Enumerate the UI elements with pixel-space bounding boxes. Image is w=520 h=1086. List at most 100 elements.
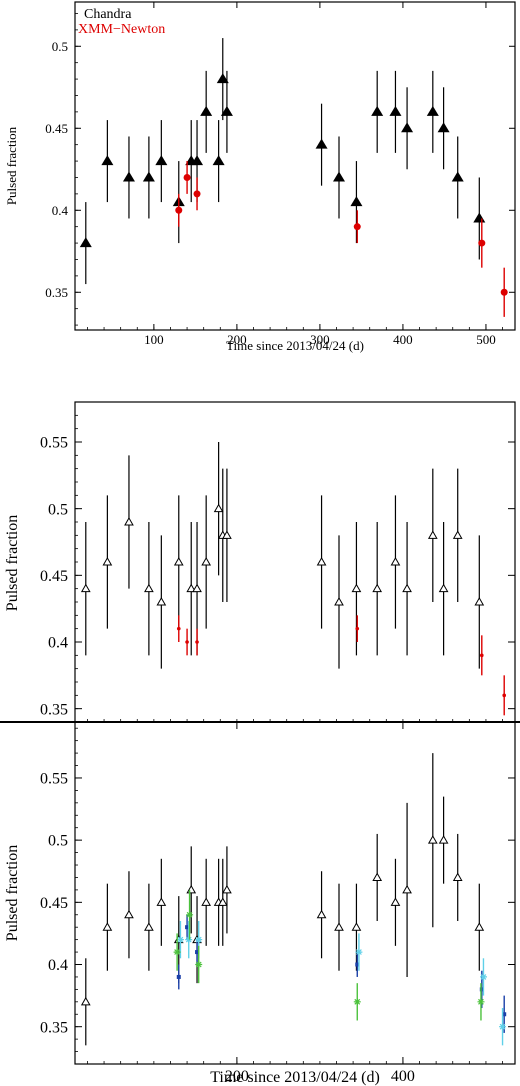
x-tick-label: 300 (310, 332, 330, 347)
data-point-s1 (502, 675, 507, 716)
triangle-marker (156, 596, 167, 606)
triangle-marker (371, 105, 384, 116)
star-marker (353, 998, 361, 1006)
data-point-s0 (124, 455, 134, 589)
data-point-s1 (353, 210, 361, 244)
triangle-marker (426, 105, 439, 116)
triangle-marker (122, 171, 135, 182)
y-tick-label: 0.55 (40, 435, 68, 452)
y-tick-label: 0.5 (48, 501, 68, 518)
data-point-s3 (353, 983, 361, 1021)
data-point-s0 (212, 120, 225, 203)
data-point-s1 (185, 628, 189, 656)
triangle-marker (222, 530, 232, 539)
panel-top: 0.35 0.4 0.45 0.5 100 200 300 400 500 Chandra XM… (4, 1, 516, 353)
triangle-marker (212, 155, 225, 166)
data-point-s0 (102, 495, 113, 629)
data-point-s0 (372, 833, 383, 921)
data-point-s0 (156, 858, 167, 946)
data-point-s0 (334, 535, 344, 669)
data-point-s1 (355, 952, 360, 977)
data-point-s2 (499, 1008, 506, 1046)
triangle-marker (350, 196, 363, 207)
circle-marker (185, 640, 189, 644)
panel-middle: 0.35 0.4 0.45 0.5 0.55 Pulsed fraction (4, 401, 516, 723)
triangle-marker (474, 922, 485, 931)
x-tick-label: 100 (144, 332, 164, 347)
triangle-marker (79, 237, 92, 248)
data-point-s0 (79, 202, 92, 285)
data-point-s0 (473, 177, 486, 260)
triangle-marker (402, 884, 412, 894)
triangle-marker (390, 897, 401, 906)
data-point-s0 (200, 70, 213, 153)
panel-bottom-ticks: 0.35 0.4 0.45 0.5 0.55 200 400 (40, 722, 515, 1085)
star-marker (195, 961, 203, 968)
data-point-s0 (80, 958, 91, 1046)
circle-marker (176, 626, 181, 631)
triangle-marker (437, 122, 450, 133)
panel-bottom: 0.35 0.4 0.45 0.5 0.55 200 400 Time since 2013… (4, 721, 516, 1086)
data-point-s3 (477, 983, 485, 1021)
data-point-s0 (222, 468, 232, 602)
data-point-s1 (183, 161, 191, 194)
y-tick-label: 0.5 (52, 39, 68, 54)
data-point-s0 (402, 802, 412, 977)
circle-marker (175, 206, 183, 214)
data-point-s0 (142, 136, 155, 219)
triangle-marker (155, 155, 168, 166)
triangle-marker (80, 996, 91, 1006)
triangle-marker (473, 212, 486, 223)
data-point-s1 (479, 635, 484, 676)
data-point-s1 (195, 939, 200, 965)
y-tick-label: 0.45 (40, 568, 68, 585)
triangle-marker (216, 73, 229, 84)
data-point-s0 (427, 468, 438, 602)
x-tick-label: 200 (225, 1068, 249, 1085)
panel-bottom-marks (80, 753, 507, 1046)
data-point-s0 (80, 522, 91, 656)
circle-marker (353, 223, 361, 231)
triangle-marker (102, 922, 113, 931)
triangle-marker (427, 835, 438, 844)
data-point-s3 (195, 945, 203, 984)
data-point-s0 (437, 87, 450, 170)
triangle-marker (201, 897, 212, 906)
triangle-marker (351, 583, 362, 593)
triangle-marker (451, 171, 464, 182)
data-point-s1 (193, 177, 201, 211)
data-point-s0 (390, 495, 401, 629)
data-point-s0 (216, 38, 229, 121)
data-point-s0 (186, 846, 197, 934)
panel-middle-frame (74, 401, 516, 723)
square-marker (185, 925, 190, 930)
panel-bottom-ylabel: Pulsed fraction (4, 845, 21, 941)
square-marker (502, 1012, 507, 1017)
data-point-s0 (426, 70, 439, 153)
y-tick-label: 0.35 (40, 701, 68, 718)
triangle-marker (372, 583, 383, 593)
data-point-s0 (427, 753, 438, 928)
data-point-s0 (401, 87, 414, 170)
triangle-marker (173, 556, 184, 566)
y-tick-label: 0.35 (40, 1019, 68, 1036)
data-point-s0 (217, 858, 228, 946)
triangle-marker (372, 872, 383, 881)
triangle-marker (102, 556, 113, 566)
triangle-marker (452, 530, 463, 539)
data-point-s1 (175, 193, 183, 227)
circle-marker (183, 173, 191, 181)
panel-middle-marks (80, 442, 507, 716)
data-point-s0 (451, 136, 464, 219)
data-point-s0 (220, 70, 233, 153)
star-marker (477, 998, 485, 1006)
triangle-marker (186, 583, 197, 593)
y-tick-label: 0.55 (40, 771, 68, 788)
triangle-marker (389, 105, 402, 116)
data-point-s2 (185, 920, 193, 959)
data-point-s0 (222, 846, 232, 934)
circle-marker (355, 626, 360, 631)
star-marker (176, 936, 184, 944)
y-tick-label: 0.4 (48, 957, 68, 974)
